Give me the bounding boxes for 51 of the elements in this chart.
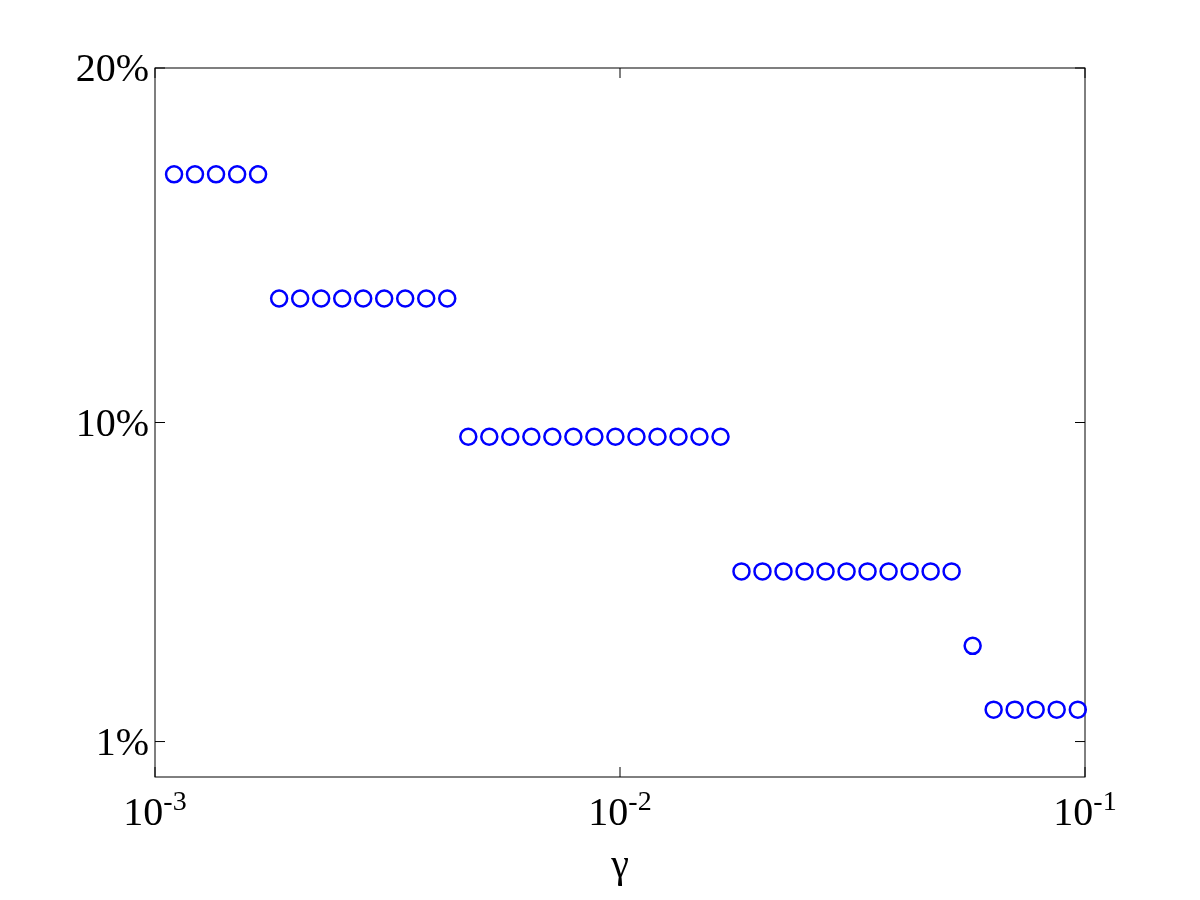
point: [669, 427, 688, 446]
point: [395, 289, 415, 308]
point: [353, 289, 373, 308]
point: [459, 427, 478, 446]
y-tick-label: 20%: [75, 45, 149, 90]
point: [1005, 700, 1024, 719]
point: [690, 427, 709, 446]
point: [522, 427, 541, 446]
y-tick-label: 10%: [75, 399, 149, 445]
point: [438, 289, 457, 308]
point: [374, 289, 394, 308]
point: [1068, 700, 1088, 719]
point: [543, 427, 562, 446]
point: [837, 562, 856, 581]
point: [900, 562, 919, 581]
point: [227, 165, 247, 184]
point: [290, 289, 310, 308]
point: [879, 562, 898, 581]
point: [753, 562, 772, 581]
x-tick-label: 10$^{-1}$: [1053, 784, 1117, 834]
point: [648, 427, 667, 446]
x-axis-title: γ: [610, 841, 629, 886]
point: [1026, 700, 1045, 719]
point: [248, 165, 268, 184]
point: [501, 427, 520, 446]
point: [732, 562, 751, 581]
point: [311, 289, 331, 308]
point: [858, 562, 877, 581]
point: [564, 427, 583, 446]
x-tick-label: 10$^{-3}$: [123, 784, 187, 834]
point: [963, 636, 982, 656]
point: [711, 427, 730, 446]
point: [480, 427, 499, 446]
point: [332, 289, 352, 308]
point: [269, 289, 289, 308]
point: [921, 562, 940, 581]
point: [606, 427, 625, 446]
point: [627, 427, 646, 446]
point: [164, 165, 184, 184]
point: [942, 562, 961, 581]
point: [816, 562, 835, 581]
x-tick-label: 10$^{-2}$: [588, 784, 652, 834]
point: [585, 427, 604, 446]
point: [774, 562, 793, 581]
y-tick-label: 1%: [95, 718, 149, 764]
point: [416, 289, 436, 308]
point: [795, 562, 814, 581]
point: [185, 165, 205, 184]
point: [1047, 700, 1066, 719]
point: [206, 165, 226, 184]
point: [984, 700, 1003, 719]
